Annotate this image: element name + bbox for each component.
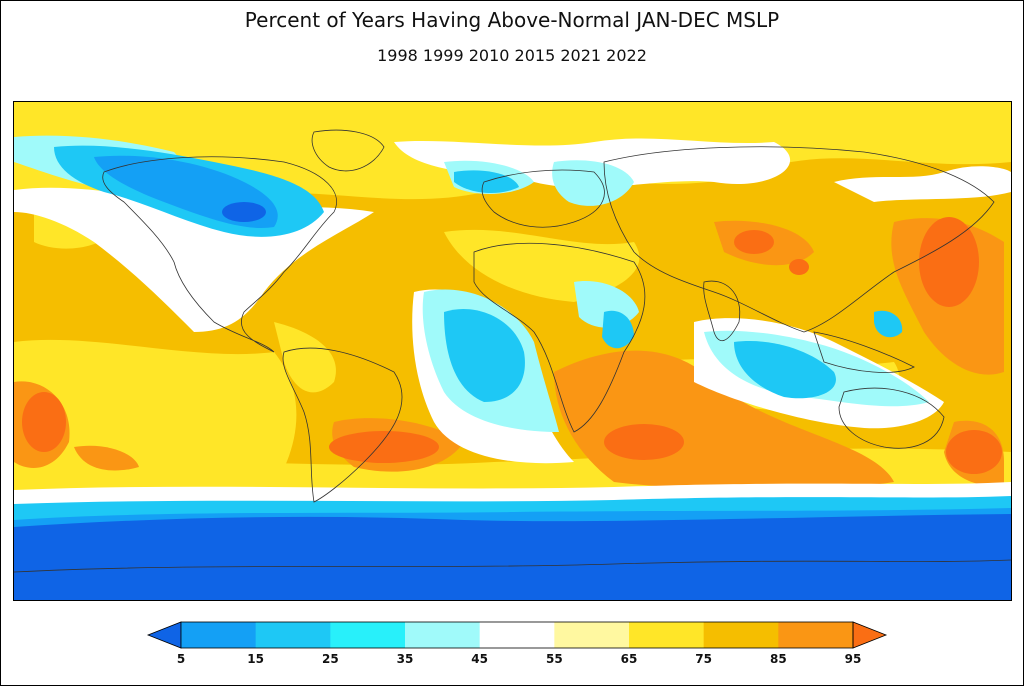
colorbar-segment	[703, 622, 779, 648]
anomaly-field	[14, 102, 1011, 600]
colorbar-segment	[255, 622, 331, 648]
colorbar-tick-label: 25	[321, 652, 339, 666]
colorbar-segment	[479, 622, 555, 648]
colorbar	[146, 621, 888, 649]
colorbar-outline	[180, 621, 854, 649]
coastlines	[14, 129, 1011, 573]
colorbar-tick-label: 75	[695, 652, 713, 666]
colorbar-segment	[330, 622, 406, 648]
dark-orange-spots	[22, 217, 1002, 474]
colorbar-tick-label: 95	[844, 652, 862, 666]
colorbar-tick-label: 85	[769, 652, 787, 666]
colorbar-segment	[181, 622, 257, 648]
antarctic-deep-blue	[14, 514, 1011, 600]
colorbar-segment	[405, 622, 481, 648]
map-title: Percent of Years Having Above-Normal JAN…	[244, 8, 780, 32]
colorbar-tick-label: 55	[545, 652, 563, 666]
colorbar-segment	[629, 622, 705, 648]
map-subtitle: 1998 1999 2010 2015 2021 2022	[377, 46, 647, 65]
colorbar-segment	[778, 622, 854, 648]
colorbar-extend-high	[852, 621, 888, 649]
colorbar-tick-label: 5	[176, 652, 186, 666]
colorbar-extend-low	[146, 621, 182, 649]
colorbar-segments	[146, 621, 888, 649]
colorbar-tick-label: 35	[396, 652, 414, 666]
colorbar-tick-label: 45	[471, 652, 489, 666]
colorbar-tick-label: 65	[620, 652, 638, 666]
colorbar-segment	[554, 622, 630, 648]
world-map	[13, 101, 1012, 601]
canada-deep-blue-spot	[222, 202, 266, 222]
colorbar-tick-label: 15	[247, 652, 265, 666]
